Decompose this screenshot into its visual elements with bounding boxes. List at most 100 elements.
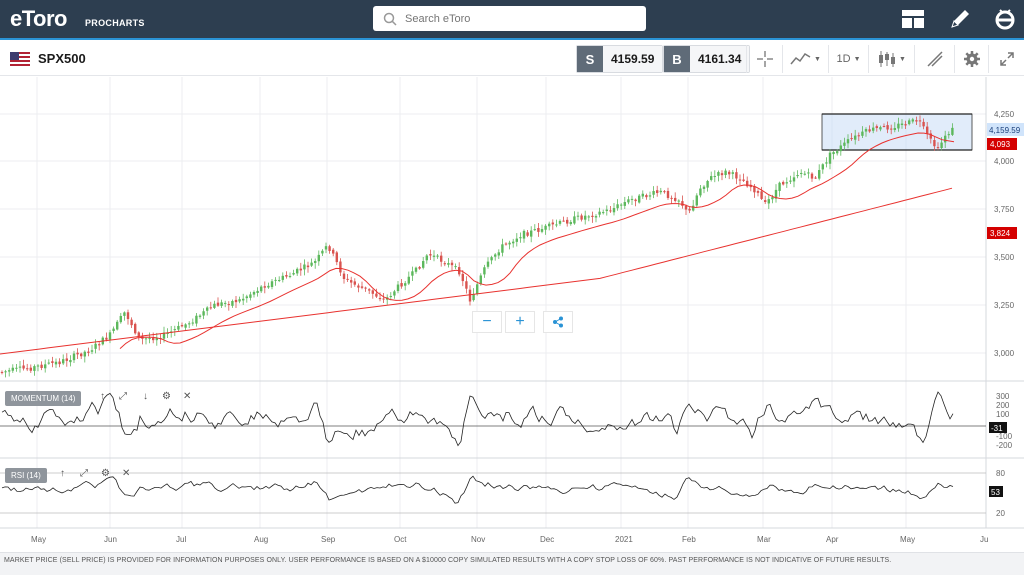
candle-body — [857, 135, 860, 137]
candle-body — [274, 279, 277, 281]
candle-body — [904, 124, 907, 126]
candle-body — [638, 195, 641, 203]
candle-body — [623, 202, 626, 206]
candle-body — [936, 147, 940, 149]
sell-price-button[interactable]: S 4159.59 — [576, 45, 664, 73]
zoom-out-button[interactable]: − — [472, 311, 502, 333]
candle-body — [152, 337, 155, 341]
time-tick-label: 2021 — [615, 535, 633, 544]
time-tick-label: Jul — [176, 535, 186, 544]
candle-body — [209, 307, 212, 309]
candle-body — [116, 321, 119, 330]
time-tick-label: Nov — [471, 535, 485, 544]
candle-body — [519, 237, 522, 239]
candle-body — [886, 125, 889, 130]
candle-body — [677, 200, 680, 202]
candle-body — [846, 139, 850, 144]
candle-body — [620, 204, 623, 206]
candle-body — [940, 142, 943, 148]
search-box[interactable] — [373, 6, 646, 31]
chart-type-button[interactable]: ▼ — [782, 45, 828, 73]
candle-body — [645, 195, 648, 198]
candle-body — [299, 268, 302, 271]
maximize-icon[interactable]: ⤢ — [80, 468, 88, 479]
candle-body — [220, 302, 223, 306]
move-up-icon[interactable]: ↑ — [100, 391, 105, 402]
candle-body — [558, 220, 562, 224]
maximize-icon[interactable]: ⤢ — [119, 391, 127, 402]
etoro-logo[interactable]: eToro — [10, 6, 67, 31]
time-tick-label: Oct — [394, 535, 407, 544]
rsi-indicator-label[interactable]: RSI (14) — [5, 468, 47, 483]
candle-body — [522, 230, 526, 239]
candle-body — [76, 352, 79, 355]
sell-price: 4159.59 — [603, 46, 663, 72]
candle-body — [144, 338, 148, 340]
candle-body — [792, 177, 796, 182]
candle-body — [256, 290, 259, 293]
candle-body — [357, 285, 360, 288]
momentum-tick-label: 300 — [996, 392, 1010, 401]
indicator-settings-gear-icon[interactable]: ⚙ — [162, 391, 171, 402]
search-input[interactable] — [405, 12, 625, 25]
candle-body — [551, 222, 554, 225]
candle-body — [202, 311, 205, 316]
candle-body — [296, 268, 299, 274]
settings-button[interactable] — [954, 45, 988, 73]
momentum-indicator-label[interactable]: MOMENTUM (14) — [5, 391, 82, 406]
candle-body — [191, 322, 194, 324]
candle-body — [540, 229, 544, 232]
etoro-e-icon[interactable] — [992, 7, 1018, 31]
candle-body — [702, 186, 706, 189]
candle-body — [630, 198, 634, 200]
candle-body — [404, 283, 407, 286]
fullscreen-button[interactable] — [988, 45, 1024, 73]
buy-price-button[interactable]: B 4161.34 — [663, 45, 751, 73]
candle-body — [353, 281, 356, 285]
time-tick-label: Mar — [757, 535, 771, 544]
candle-body — [670, 197, 673, 199]
candle-body — [836, 151, 839, 154]
candle-body — [818, 170, 821, 179]
candle-body — [0, 371, 4, 373]
candle-body — [720, 173, 724, 176]
share-button[interactable] — [543, 311, 573, 333]
candle-body — [490, 257, 493, 261]
candle-body — [512, 241, 515, 244]
candle-body — [11, 367, 14, 371]
close-icon[interactable]: ✕ — [122, 468, 131, 479]
candle-body — [195, 315, 198, 324]
close-icon[interactable]: ✕ — [183, 391, 192, 402]
price-chart[interactable]: 4,250 4,000 3,750 3,500 3,250 3,000 May Jun Jul A… — [0, 77, 1024, 550]
drawing-tools-button[interactable] — [914, 45, 954, 73]
candle-body — [422, 261, 425, 268]
candle-body — [443, 263, 446, 265]
candle-body — [177, 325, 180, 330]
timeframe-button[interactable]: 1D ▼ — [828, 45, 868, 73]
candle-body — [724, 170, 727, 176]
candle-body — [317, 254, 320, 262]
candle-body — [80, 353, 83, 357]
candle-body — [324, 246, 328, 250]
candle-body — [83, 351, 86, 357]
crosshair-button[interactable] — [746, 45, 782, 73]
line-chart-icon — [790, 53, 811, 65]
candle-body — [184, 324, 187, 328]
candle-body — [656, 190, 659, 194]
draw-pencil-icon[interactable] — [947, 7, 973, 31]
candle-body — [238, 299, 241, 302]
candle-body — [18, 366, 22, 368]
candle-body — [598, 211, 601, 215]
candle-body — [933, 140, 936, 147]
instrument-header: SPX500 — [10, 51, 86, 66]
candle-body — [742, 179, 745, 181]
candle-body — [738, 179, 742, 181]
candle-body — [58, 361, 61, 365]
move-up-icon[interactable]: ↑ — [60, 468, 65, 479]
zoom-in-button[interactable]: + — [505, 311, 535, 333]
indicator-settings-gear-icon[interactable]: ⚙ — [101, 468, 110, 479]
candle-style-button[interactable]: ▼ — [868, 45, 914, 73]
candle-body — [130, 319, 133, 326]
layout-icon[interactable] — [900, 7, 926, 31]
move-down-icon[interactable]: ↓ — [143, 391, 148, 402]
